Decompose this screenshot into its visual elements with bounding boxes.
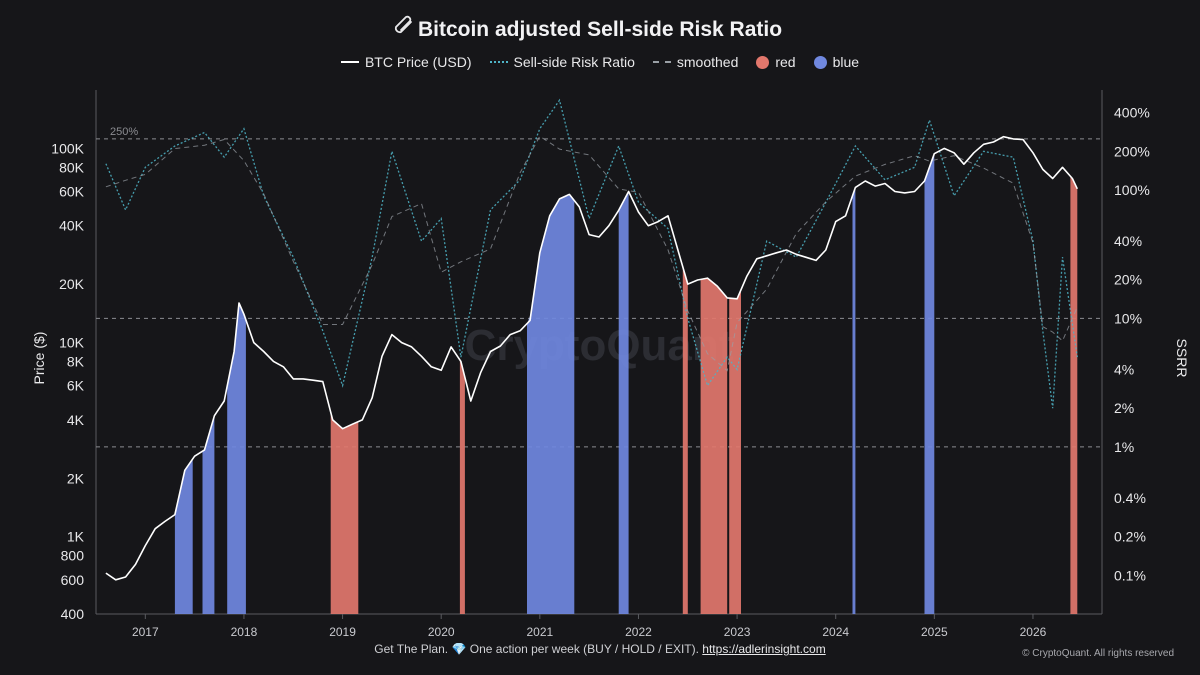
y-axis-right-label: SSRR: [1174, 338, 1190, 378]
y-left-tick-label: 800: [61, 548, 85, 564]
y-left-tick-label: 40K: [59, 218, 85, 234]
legend-swatch-solid: [340, 61, 359, 63]
blue-band: [174, 459, 193, 614]
legend-label: BTC Price (USD): [364, 54, 472, 70]
y-left-tick-label: 80K: [59, 159, 85, 175]
x-tick-label: 2026: [1020, 625, 1047, 639]
legend-swatch-dashed: [652, 61, 671, 63]
blue-band: [202, 415, 215, 614]
y-left-tick-label: 8K: [67, 353, 85, 369]
x-tick-label: 2018: [231, 625, 258, 639]
x-tick-label: 2019: [329, 625, 356, 639]
legend-swatch-dotted: [489, 61, 508, 63]
y-axis-left-label: Price ($): [31, 331, 47, 385]
blue-band: [924, 153, 935, 614]
legend-item-btc-price[interactable]: BTC Price (USD): [340, 54, 472, 70]
x-tick-label: 2021: [526, 625, 553, 639]
y-left-tick-label: 1K: [67, 529, 85, 545]
y-left-tick-label: 20K: [59, 276, 85, 292]
y-left-tick-label: 600: [61, 572, 85, 588]
watermark: CryptoQuant: [465, 321, 734, 370]
y-right-tick-label: 10%: [1114, 310, 1142, 326]
paperclip-icon: [394, 15, 412, 34]
y-right-tick-label: 1%: [1114, 439, 1134, 455]
y-left-tick-label: 400: [61, 606, 85, 622]
blue-band: [527, 195, 575, 614]
footer-tagline: One action per week (BUY / HOLD / EXIT).: [469, 642, 699, 656]
red-band: [700, 278, 728, 614]
y-right-tick-label: 2%: [1114, 400, 1134, 416]
y-right-tick-label: 0.2%: [1114, 529, 1146, 545]
red-band: [459, 360, 465, 614]
red-band-latest: [1070, 176, 1078, 615]
x-tick-label: 2020: [428, 625, 455, 639]
legend-swatch-red: [756, 55, 770, 69]
blue-band: [852, 187, 856, 614]
chart-title: Bitcoin adjusted Sell-side Risk Ratio: [417, 18, 783, 41]
series-btc-price: [105, 135, 1079, 581]
y-left-tick-label: 4K: [67, 412, 85, 428]
y-left-tick-label: 60K: [59, 184, 85, 200]
gem-icon: 💎: [451, 642, 467, 656]
blue-band: [227, 304, 246, 614]
y-right-tick-label: 20%: [1114, 272, 1142, 288]
y-left-tick-label: 2K: [67, 470, 85, 486]
y-right-tick-label: 40%: [1114, 233, 1142, 249]
red-band: [330, 412, 359, 614]
red-band: [682, 267, 688, 614]
legend-item-smoothed[interactable]: smoothed: [652, 54, 739, 70]
legend-swatch-blue: [813, 55, 827, 69]
y-right-tick-label: 0.1%: [1114, 567, 1146, 583]
footer-cta-text: Get The Plan.: [374, 642, 449, 656]
footer-link[interactable]: https://adlerinsight.com: [702, 642, 826, 656]
x-tick-label: 2022: [625, 625, 652, 639]
legend-label: Sell-side Risk Ratio: [513, 54, 635, 70]
y-left-tick-label: 6K: [67, 378, 85, 394]
legend-label: blue: [832, 54, 860, 70]
legend-item-blue[interactable]: blue: [813, 54, 860, 70]
legend-label: smoothed: [676, 54, 739, 70]
y-right-tick-label: 200%: [1114, 143, 1150, 159]
x-tick-label: 2023: [724, 625, 751, 639]
series-smoothed: [105, 135, 1078, 372]
y-right-tick-label: 400%: [1114, 105, 1150, 121]
legend-label: red: [775, 54, 796, 70]
y-right-tick-label: 4%: [1114, 362, 1134, 378]
x-tick-label: 2025: [921, 625, 948, 639]
chart-legend: BTC Price (USD) Sell-side Risk Ratio smo…: [0, 54, 1200, 70]
red-band: [729, 289, 741, 614]
y-right-tick-label: 100%: [1114, 182, 1150, 198]
legend-item-ssrr[interactable]: Sell-side Risk Ratio: [489, 54, 635, 70]
x-tick-label: 2017: [132, 625, 159, 639]
blue-band: [618, 191, 629, 614]
copyright-credit: © CryptoQuant. All rights reserved: [1022, 648, 1174, 659]
y-left-tick-label: 10K: [59, 335, 85, 351]
x-tick-label: 2024: [822, 625, 849, 639]
y-left-tick-label: 100K: [51, 140, 84, 156]
legend-item-red[interactable]: red: [756, 54, 796, 70]
footer-cta: Get The Plan. 💎 One action per week (BUY…: [0, 642, 1200, 656]
reference-line-label: 250%: [110, 126, 138, 138]
y-right-tick-label: 0.4%: [1114, 490, 1146, 506]
